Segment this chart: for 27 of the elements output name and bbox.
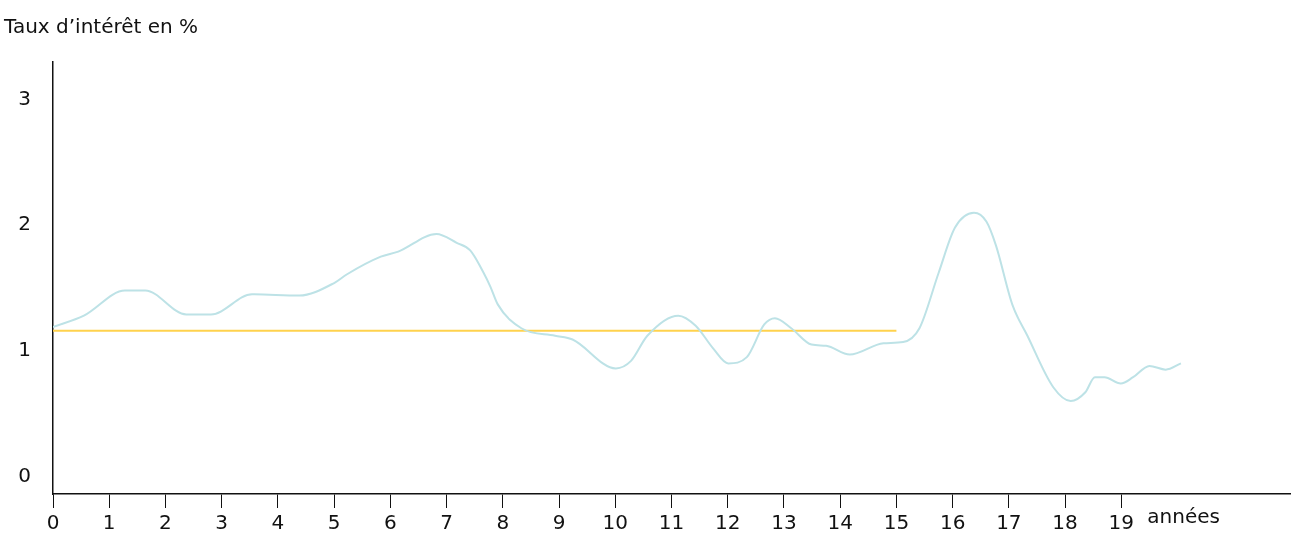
x-tick-label: 12 [715,510,741,535]
x-tick-label: 11 [658,510,685,535]
x-tick-label: 1 [102,510,116,535]
x-tick-label: 8 [496,510,510,535]
y-tick-label: 2 [18,211,31,236]
x-tick-label: 6 [384,510,397,535]
y-tick-label: 3 [18,85,31,110]
x-tick-label: 3 [215,510,229,535]
x-tick-label: 17 [996,510,1022,535]
x-tick-label: 7 [440,510,453,535]
x-axis-title: années [1147,504,1220,529]
x-tick-label: 0 [46,510,60,535]
y-tick-label: 1 [18,337,31,362]
x-tick-label: 9 [552,510,566,535]
x-tick-label: 18 [1052,510,1078,535]
line-series [53,211,1182,403]
x-tick-label: 10 [602,510,628,535]
x-tick-label: 19 [1108,510,1135,535]
y-axis-title: Taux d’intérêt en % [4,14,199,38]
x-tick-label: 15 [883,510,910,535]
x-tick-label: 14 [827,510,853,535]
x-tick-label: 13 [771,510,797,535]
x-tick-label: 5 [327,510,341,535]
x-tick-label: 16 [939,510,966,535]
x-tick-label: 4 [271,510,285,535]
y-tick-label: 0 [18,462,31,487]
x-tick-label: 2 [159,510,172,535]
